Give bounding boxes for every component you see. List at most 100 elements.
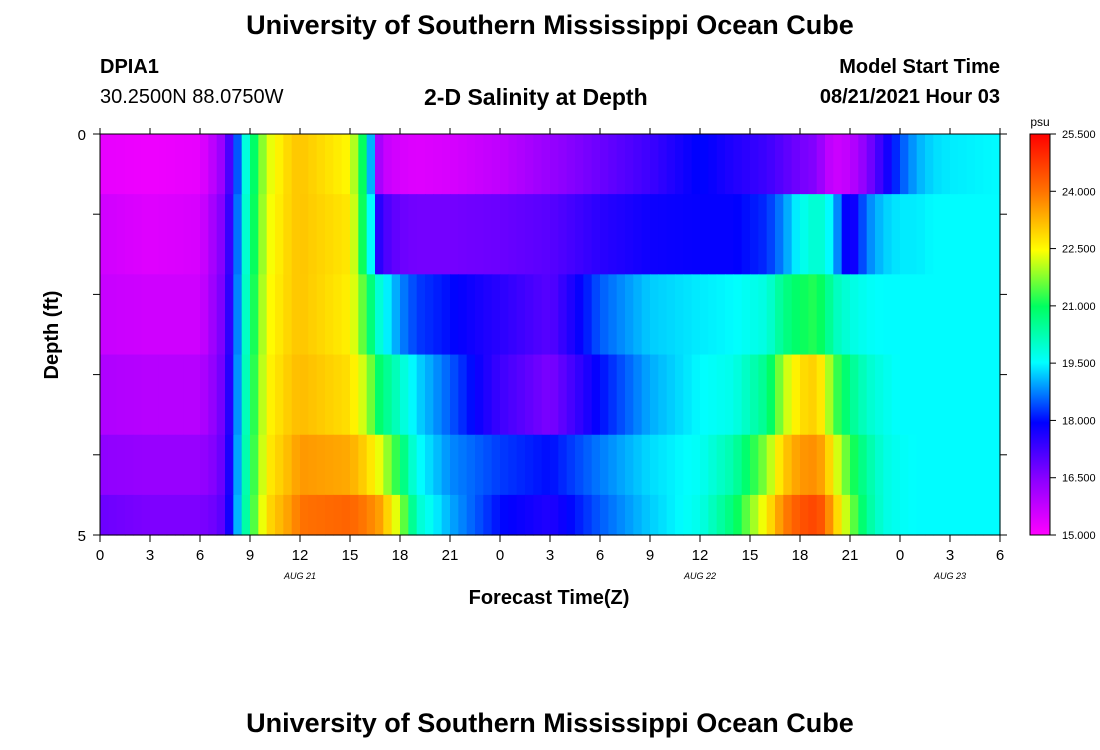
heatmap-cell bbox=[700, 134, 709, 195]
heatmap-cell bbox=[700, 494, 709, 536]
heatmap-cell bbox=[400, 354, 409, 436]
heatmap-cell bbox=[966, 494, 976, 536]
heatmap-cell bbox=[991, 354, 1001, 436]
heatmap-cell bbox=[916, 354, 926, 436]
x-tick-label: 0 bbox=[96, 547, 104, 564]
heatmap-cell bbox=[325, 434, 334, 496]
heatmap-cell bbox=[841, 134, 851, 195]
heatmap-cell bbox=[391, 194, 401, 275]
heatmap-cell bbox=[241, 274, 251, 356]
x-date-label: AUG 23 bbox=[933, 571, 966, 581]
heatmap-cell bbox=[258, 274, 268, 356]
heatmap-cell bbox=[458, 494, 468, 536]
heatmap-cell bbox=[400, 274, 409, 356]
heatmap-cell bbox=[666, 434, 676, 496]
heatmap-cell bbox=[775, 134, 784, 195]
heatmap-cell bbox=[191, 434, 201, 496]
heatmap-cell bbox=[216, 194, 226, 275]
heatmap-cell bbox=[350, 354, 359, 436]
heatmap-cell bbox=[233, 194, 243, 275]
heatmap-cell bbox=[250, 134, 259, 195]
heatmap-cell bbox=[400, 434, 409, 496]
heatmap-cell bbox=[108, 494, 118, 536]
heatmap-cell bbox=[266, 274, 276, 356]
heatmap-cell bbox=[258, 194, 268, 275]
heatmap-cell bbox=[316, 434, 326, 496]
heatmap-cell bbox=[250, 354, 259, 436]
heatmap-cell bbox=[225, 434, 234, 496]
heatmap-cell bbox=[191, 274, 201, 356]
heatmap-cell bbox=[791, 274, 801, 356]
heatmap-cell bbox=[825, 354, 834, 436]
heatmap-cell bbox=[100, 434, 109, 496]
heatmap-cell bbox=[783, 274, 793, 356]
heatmap-cell bbox=[125, 274, 134, 356]
y-tick-label: 0 bbox=[78, 127, 86, 144]
heatmap-cell bbox=[958, 494, 968, 536]
heatmap-cell bbox=[175, 354, 184, 436]
heatmap-cell bbox=[291, 354, 301, 436]
heatmap-cell bbox=[866, 494, 876, 536]
heatmap-cell bbox=[741, 274, 751, 356]
heatmap-cell bbox=[216, 134, 226, 195]
heatmap-cell bbox=[933, 274, 943, 356]
heatmap-cell bbox=[591, 274, 601, 356]
heatmap-cell bbox=[733, 494, 743, 536]
heatmap-cell bbox=[508, 354, 518, 436]
heatmap-cell bbox=[883, 354, 893, 436]
heatmap-cell bbox=[250, 434, 259, 496]
heatmap-cell bbox=[533, 134, 543, 195]
heatmap-cell bbox=[600, 494, 609, 536]
colorbar-tick-label: 24.000 bbox=[1062, 186, 1096, 198]
heatmap-cell bbox=[616, 274, 626, 356]
heatmap-cell bbox=[350, 494, 359, 536]
heatmap-cell bbox=[725, 354, 734, 436]
heatmap-cell bbox=[275, 134, 284, 195]
heatmap-cell bbox=[658, 494, 668, 536]
heatmap-cell bbox=[650, 134, 659, 195]
heatmap-cell bbox=[425, 274, 434, 356]
heatmap-cell bbox=[408, 194, 418, 275]
heatmap-cell bbox=[383, 134, 393, 195]
heatmap-cell bbox=[416, 494, 426, 536]
heatmap-cell bbox=[991, 194, 1001, 275]
heatmap-cell bbox=[625, 434, 634, 496]
heatmap-cell bbox=[675, 434, 684, 496]
heatmap-cell bbox=[416, 194, 426, 275]
heatmap-cell bbox=[883, 434, 893, 496]
heatmap-cell bbox=[600, 134, 609, 195]
heatmap-cell bbox=[375, 494, 384, 536]
heatmap-cell bbox=[100, 134, 109, 195]
heatmap-cell bbox=[758, 354, 768, 436]
heatmap-cell bbox=[383, 194, 393, 275]
heatmap-cell bbox=[400, 494, 409, 536]
heatmap-cell bbox=[883, 274, 893, 356]
heatmap-cell bbox=[200, 274, 209, 356]
heatmap-cell bbox=[191, 194, 201, 275]
heatmap-cell bbox=[808, 434, 818, 496]
colorbar-tick-label: 18.000 bbox=[1062, 415, 1096, 427]
heatmap-cell bbox=[758, 194, 768, 275]
heatmap-cell bbox=[433, 494, 443, 536]
heatmap-cell bbox=[141, 134, 151, 195]
heatmap-cell bbox=[241, 134, 251, 195]
heatmap-cell bbox=[750, 274, 759, 356]
heatmap-cell bbox=[550, 354, 559, 436]
heatmap-cell bbox=[625, 134, 634, 195]
heatmap-cell bbox=[575, 274, 584, 356]
heatmap-cell bbox=[575, 134, 584, 195]
heatmap-cell bbox=[208, 354, 218, 436]
heatmap-cell bbox=[983, 274, 993, 356]
heatmap-cell bbox=[675, 134, 684, 195]
x-tick-label: 21 bbox=[442, 547, 459, 564]
heatmap-cell bbox=[591, 354, 601, 436]
heatmap-cell bbox=[600, 434, 609, 496]
heatmap-cell bbox=[408, 354, 418, 436]
heatmap-cell bbox=[508, 274, 518, 356]
heatmap-cell bbox=[508, 494, 518, 536]
heatmap-cell bbox=[150, 434, 159, 496]
station-coordinates: 30.2500N 88.0750W bbox=[100, 86, 284, 108]
heatmap-cell bbox=[800, 494, 809, 536]
heatmap-cell bbox=[550, 194, 559, 275]
heatmap-cell bbox=[275, 434, 284, 496]
